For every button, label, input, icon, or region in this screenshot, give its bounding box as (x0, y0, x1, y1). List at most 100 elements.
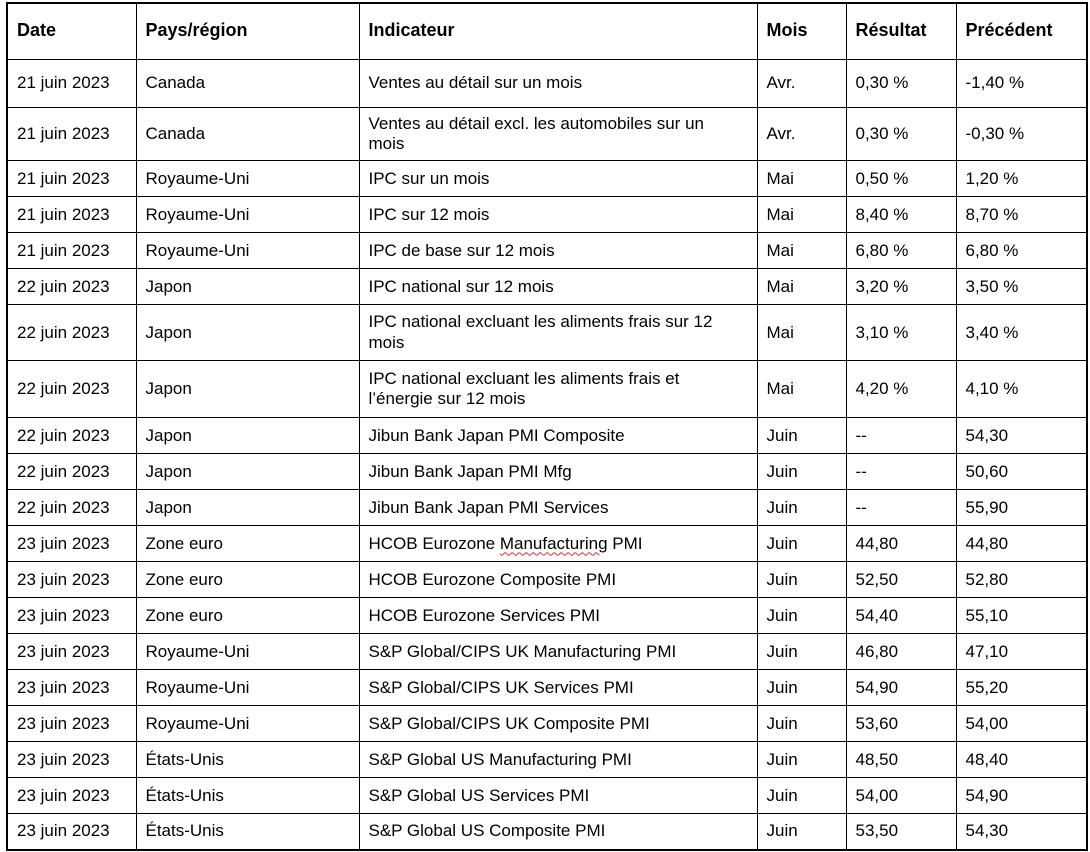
cell-month: Juin (756, 561, 847, 599)
table-row: 22 juin 2023 Japon IPC national excluant l… (6, 360, 1088, 419)
table-row: 23 juin 2023 Royaume-Uni S&P Global/CIPS U… (6, 633, 1088, 671)
cell-date: 22 juin 2023 (6, 489, 137, 527)
cell-previous: 4,10 % (955, 360, 1088, 419)
cell-indicator: HCOB Eurozone Composite PMI (358, 561, 758, 599)
cell-date: 21 juin 2023 (6, 160, 137, 198)
cell-month: Juin (756, 633, 847, 671)
table-row: 21 juin 2023 Royaume-Uni IPC de base sur 1… (6, 232, 1088, 270)
cell-indicator: IPC national excluant les aliments frais… (358, 304, 758, 362)
cell-result: 52,50 (845, 561, 957, 599)
cell-previous: 50,60 (955, 453, 1088, 491)
cell-indicator: S&P Global/CIPS UK Manufacturing PMI (358, 633, 758, 671)
cell-month: Mai (756, 160, 847, 198)
column-header-date: Date (6, 2, 137, 60)
cell-date: 23 juin 2023 (6, 525, 137, 563)
cell-month: Juin (756, 489, 847, 527)
cell-region: Royaume-Uni (135, 669, 360, 707)
cell-result: 46,80 (845, 633, 957, 671)
cell-previous: 54,30 (955, 813, 1088, 851)
cell-date: 23 juin 2023 (6, 561, 137, 599)
spellcheck-word: Manufacturing (499, 533, 608, 553)
table-row: 22 juin 2023 Japon IPC national excluant l… (6, 304, 1088, 362)
cell-region: Zone euro (135, 525, 360, 563)
cell-month: Mai (756, 196, 847, 234)
cell-result: 0,30 % (845, 58, 957, 108)
cell-result: 6,80 % (845, 232, 957, 270)
cell-previous: 55,90 (955, 489, 1088, 527)
cell-month: Juin (756, 669, 847, 707)
cell-date: 22 juin 2023 (6, 417, 137, 455)
cell-month: Juin (756, 525, 847, 563)
cell-region: Zone euro (135, 597, 360, 635)
cell-indicator: Jibun Bank Japan PMI Services (358, 489, 758, 527)
cell-indicator: IPC national sur 12 mois (358, 268, 758, 306)
cell-date: 22 juin 2023 (6, 304, 137, 362)
cell-date: 21 juin 2023 (6, 232, 137, 270)
cell-result: 54,90 (845, 669, 957, 707)
table-row: 21 juin 2023 Canada Ventes au détail excl.… (6, 106, 1088, 162)
cell-result: 44,80 (845, 525, 957, 563)
cell-month: Juin (756, 597, 847, 635)
cell-region: Japon (135, 417, 360, 455)
column-header-previous: Précédent (955, 2, 1088, 60)
cell-result: 0,30 % (845, 106, 957, 162)
cell-date: 23 juin 2023 (6, 669, 137, 707)
table-row: 23 juin 2023 États-Unis S&P Global US Serv… (6, 777, 1088, 815)
column-header-month: Mois (756, 2, 847, 60)
cell-indicator: S&P Global/CIPS UK Composite PMI (358, 705, 758, 743)
table-header-row: Date Pays/région Indicateur Mois Résultat Pré… (6, 2, 1088, 60)
cell-month: Juin (756, 813, 847, 851)
cell-indicator: IPC sur 12 mois (358, 196, 758, 234)
cell-region: Royaume-Uni (135, 232, 360, 270)
cell-previous: 54,30 (955, 417, 1088, 455)
cell-previous: 55,10 (955, 597, 1088, 635)
cell-indicator: Jibun Bank Japan PMI Mfg (358, 453, 758, 491)
table-row: 22 juin 2023 Japon Jibun Bank Japan PMI Se… (6, 489, 1088, 527)
cell-date: 21 juin 2023 (6, 58, 137, 108)
cell-region: Japon (135, 360, 360, 419)
cell-date: 21 juin 2023 (6, 106, 137, 162)
table-row: 23 juin 2023 Royaume-Uni S&P Global/CIPS U… (6, 705, 1088, 743)
table-row: 21 juin 2023 Royaume-Uni IPC sur 12 mois Ma… (6, 196, 1088, 234)
cell-month: Juin (756, 417, 847, 455)
cell-indicator: Jibun Bank Japan PMI Composite (358, 417, 758, 455)
cell-result: 54,40 (845, 597, 957, 635)
column-header-region: Pays/région (135, 2, 360, 60)
cell-indicator: S&P Global US Manufacturing PMI (358, 741, 758, 779)
table-row: 22 juin 2023 Japon Jibun Bank Japan PMI Mf… (6, 453, 1088, 491)
cell-result: -- (845, 417, 957, 455)
cell-result: 53,60 (845, 705, 957, 743)
cell-date: 21 juin 2023 (6, 196, 137, 234)
cell-date: 23 juin 2023 (6, 777, 137, 815)
cell-previous: 54,00 (955, 705, 1088, 743)
cell-region: Royaume-Uni (135, 196, 360, 234)
table-row: 23 juin 2023 Zone euro HCOB Eurozone Compo… (6, 561, 1088, 599)
cell-indicator: IPC de base sur 12 mois (358, 232, 758, 270)
economic-calendar-table: Date Pays/région Indicateur Mois Résultat Pré… (6, 2, 1088, 851)
cell-month: Avr. (756, 58, 847, 108)
cell-date: 22 juin 2023 (6, 268, 137, 306)
cell-region: Japon (135, 489, 360, 527)
cell-month: Mai (756, 232, 847, 270)
cell-previous: -0,30 % (955, 106, 1088, 162)
cell-previous: 3,40 % (955, 304, 1088, 362)
cell-month: Mai (756, 360, 847, 419)
cell-result: 8,40 % (845, 196, 957, 234)
cell-previous: 54,90 (955, 777, 1088, 815)
cell-month: Juin (756, 453, 847, 491)
cell-region: Royaume-Uni (135, 705, 360, 743)
cell-date: 23 juin 2023 (6, 597, 137, 635)
cell-date: 23 juin 2023 (6, 741, 137, 779)
cell-region: Royaume-Uni (135, 633, 360, 671)
table-row: 22 juin 2023 Japon IPC national sur 12 moi… (6, 268, 1088, 306)
cell-previous: 47,10 (955, 633, 1088, 671)
cell-result: 0,50 % (845, 160, 957, 198)
cell-previous: 55,20 (955, 669, 1088, 707)
cell-result: 53,50 (845, 813, 957, 851)
cell-month: Avr. (756, 106, 847, 162)
cell-region: Royaume-Uni (135, 160, 360, 198)
cell-result: 3,10 % (845, 304, 957, 362)
cell-date: 23 juin 2023 (6, 705, 137, 743)
cell-date: 23 juin 2023 (6, 813, 137, 851)
